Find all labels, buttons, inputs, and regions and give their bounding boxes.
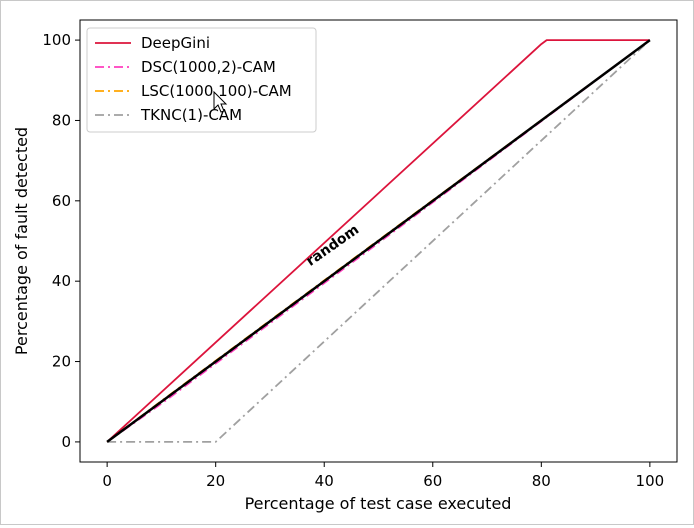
y-tick-label: 60 xyxy=(52,192,71,210)
y-tick-label: 0 xyxy=(61,433,71,451)
random-baseline-line xyxy=(106,39,651,443)
legend-label: LSC(1000,100)-CAM xyxy=(141,82,292,100)
x-tick-label: 40 xyxy=(315,472,334,490)
legend: DeepGini DSC(1000,2)-CAM LSC(1000,100)-CAM… xyxy=(86,27,317,133)
x-tick-label: 0 xyxy=(102,472,112,490)
y-axis-ticks: 0 20 40 60 80 100 xyxy=(42,31,80,451)
legend-label: DSC(1000,2)-CAM xyxy=(141,58,276,76)
legend-label: DeepGini xyxy=(141,34,210,52)
plot-area xyxy=(106,39,651,443)
y-tick-label: 40 xyxy=(52,272,71,290)
x-tick-label: 80 xyxy=(532,472,551,490)
x-axis-ticks: 0 20 40 60 80 100 xyxy=(102,462,664,490)
series-line-3 xyxy=(107,39,651,443)
y-tick-label: 20 xyxy=(52,353,71,371)
x-tick-label: 60 xyxy=(423,472,442,490)
series-line-0 xyxy=(106,39,650,443)
x-tick-label: 100 xyxy=(636,472,665,490)
legend-label: TKNC(1)-CAM xyxy=(140,106,242,124)
y-tick-label: 100 xyxy=(42,31,71,49)
y-axis-label: Percentage of fault detected xyxy=(12,127,31,355)
x-tick-label: 20 xyxy=(206,472,225,490)
mouse-cursor-icon xyxy=(213,90,228,113)
legend-box xyxy=(86,27,317,133)
axes-frame xyxy=(79,19,678,463)
y-tick-label: 80 xyxy=(52,111,71,129)
x-axis-label: Percentage of test case executed xyxy=(245,494,512,513)
